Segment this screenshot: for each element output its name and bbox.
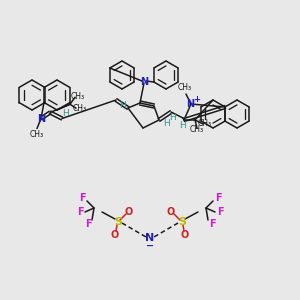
Text: H: H <box>61 109 68 118</box>
Text: CH₃: CH₃ <box>198 118 212 127</box>
Text: N: N <box>186 99 194 109</box>
Text: F: F <box>209 219 215 229</box>
Text: +: + <box>194 95 200 104</box>
Text: CH₃: CH₃ <box>71 92 85 101</box>
Text: CH₃: CH₃ <box>73 104 87 113</box>
Text: O: O <box>111 230 119 240</box>
Text: N: N <box>140 77 148 87</box>
Text: H: H <box>118 100 125 109</box>
Text: F: F <box>79 193 85 203</box>
Text: O: O <box>167 207 175 217</box>
Text: O: O <box>125 207 133 217</box>
Text: N: N <box>146 233 154 243</box>
Text: S: S <box>178 217 186 227</box>
Text: O: O <box>181 230 189 240</box>
Text: N: N <box>37 113 45 124</box>
Text: S: S <box>114 217 122 227</box>
Text: H: H <box>163 118 170 127</box>
Text: CH₃: CH₃ <box>30 130 44 139</box>
Text: H: H <box>178 121 185 130</box>
Text: H: H <box>169 113 176 122</box>
Text: F: F <box>85 219 91 229</box>
Text: CH₃: CH₃ <box>190 125 204 134</box>
Text: −: − <box>146 241 154 251</box>
Text: F: F <box>77 207 83 217</box>
Text: F: F <box>215 193 221 203</box>
Text: F: F <box>217 207 223 217</box>
Text: CH₃: CH₃ <box>178 83 192 92</box>
